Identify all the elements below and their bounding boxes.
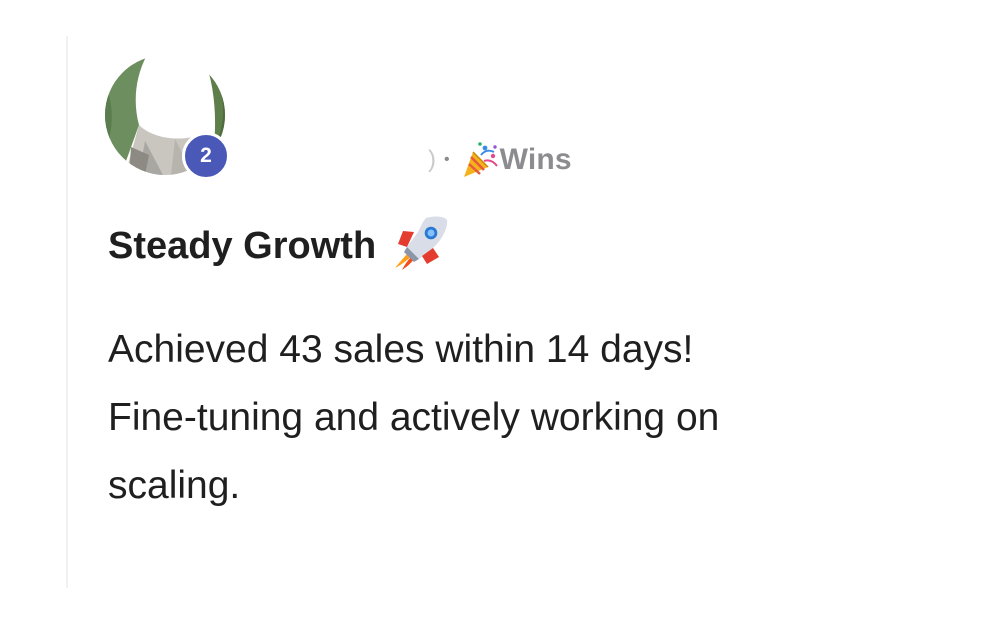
level-badge: 2 [182, 132, 230, 180]
author-avatar-group[interactable]: 2 [105, 55, 235, 180]
card-left-divider [66, 36, 68, 588]
post-meta: ) • Wins [428, 140, 572, 180]
rocket-icon [395, 216, 448, 270]
party-popper-icon [463, 142, 498, 177]
post-title[interactable]: Steady Growth [108, 216, 450, 272]
category-label[interactable]: Wins [499, 143, 572, 176]
meta-separator: • [444, 151, 450, 168]
author-name-fragment: ) [428, 146, 436, 173]
post-body-line-2: Fine-tuning and actively working on [108, 396, 720, 439]
post-body: Achieved 43 sales within 14 days! Fine-t… [108, 316, 928, 520]
post-body-line-1: Achieved 43 sales within 14 days! [108, 328, 694, 371]
post-body-line-3: scaling. [108, 464, 241, 507]
post-title-text: Steady Growth [108, 224, 377, 267]
